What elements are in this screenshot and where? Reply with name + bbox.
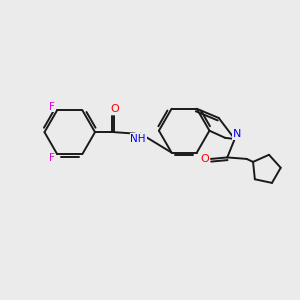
Text: O: O: [111, 104, 119, 114]
Text: F: F: [49, 153, 55, 163]
Text: NH: NH: [130, 134, 146, 144]
Text: N: N: [233, 129, 241, 139]
Text: F: F: [49, 102, 55, 112]
Text: O: O: [200, 154, 209, 164]
